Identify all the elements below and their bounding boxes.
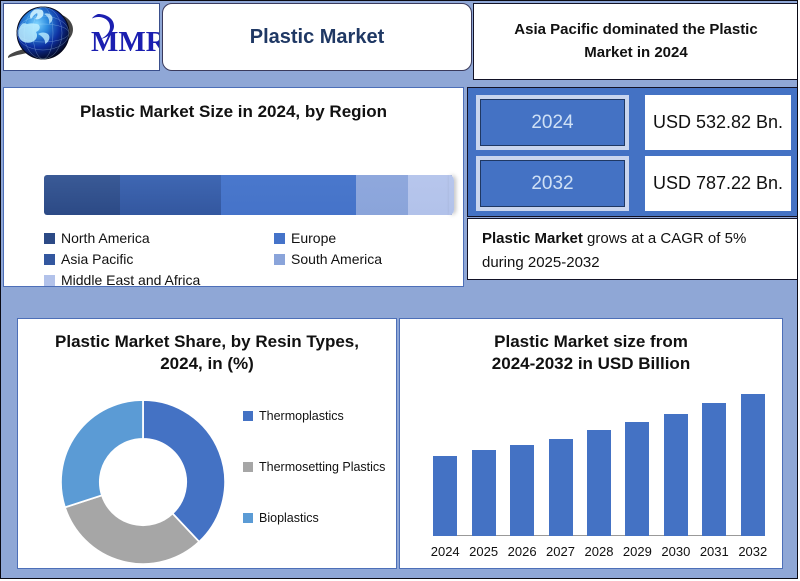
svg-text:MMR: MMR — [91, 26, 159, 58]
